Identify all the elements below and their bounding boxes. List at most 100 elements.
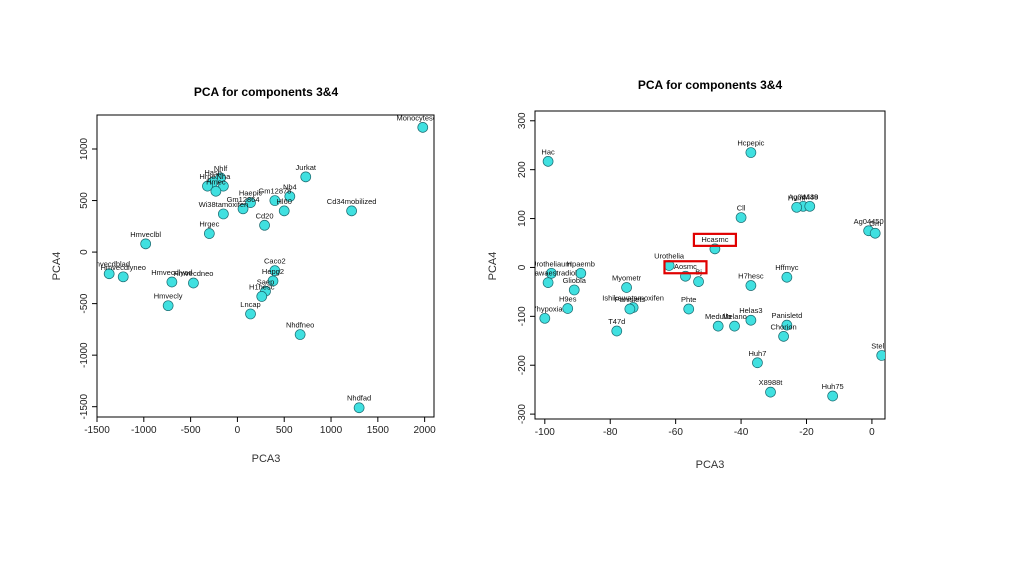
pca-plot-left: PCA for components 3&4 PCA3 PCA4 -1500 -1… — [51, 85, 450, 465]
point-label: Haepic — [239, 189, 263, 198]
data-point — [210, 185, 222, 197]
data-point — [218, 180, 229, 192]
point-label: Panislets — [615, 295, 646, 304]
data-point — [791, 201, 803, 213]
x-tick-label: -80 — [603, 427, 618, 438]
point-label: Hrpe — [199, 172, 215, 181]
point-label: Urothelia — [654, 251, 685, 260]
data-point — [259, 219, 270, 231]
x-axis-label-right: PCA3 — [696, 459, 725, 471]
point-label: Panisletd — [771, 311, 802, 320]
data-point — [542, 156, 554, 167]
point-label: Melano — [722, 312, 747, 321]
data-point — [575, 267, 587, 279]
y-tick-label: -1500 — [79, 393, 90, 419]
x-tick-label: -100 — [535, 427, 555, 438]
data-point — [869, 227, 881, 239]
data-point — [693, 276, 704, 287]
point-label: Hmveclbl — [130, 230, 161, 239]
point-label: Hmec — [206, 177, 226, 186]
x-tick-label: -40 — [734, 427, 749, 438]
data-point — [162, 300, 174, 312]
data-point — [735, 212, 747, 223]
point-label: H9es — [559, 295, 577, 304]
data-point — [346, 205, 357, 217]
data-point — [140, 238, 152, 250]
point-label: Jurkat — [296, 163, 317, 172]
x-tick-label: 500 — [276, 425, 293, 436]
data-point — [245, 197, 256, 208]
data-point — [237, 203, 249, 215]
data-point — [284, 191, 296, 202]
point-label: Saep — [257, 277, 275, 286]
x-tick-label: 1000 — [320, 425, 343, 436]
data-point — [712, 320, 724, 332]
x-tick-label: -60 — [668, 427, 683, 438]
point-label: Gm12878 — [258, 187, 291, 196]
y-tick-label: 0 — [79, 249, 90, 255]
point-label: Ag04449 — [788, 192, 818, 201]
data-point — [745, 147, 757, 158]
y-axis-label-right: PCA4 — [487, 252, 499, 281]
data-point — [765, 386, 776, 398]
y-tick-label: -1000 — [79, 342, 90, 368]
point-label: Stellat — [871, 341, 893, 350]
point-label: Hcasmc — [701, 235, 728, 244]
x-tick-label: 0 — [869, 427, 875, 438]
point-label: H7hypoxia — [527, 304, 563, 313]
point-label: Hasp — [204, 168, 222, 177]
point-label: Cd34mobilized — [327, 197, 377, 206]
point-label: Wi38 — [801, 192, 818, 201]
x-ticks-right: -100 -80 -60 -40 -20 0 — [535, 419, 875, 438]
highlight-box — [663, 260, 708, 275]
data-point — [103, 268, 115, 280]
point-label: Monocytescd14 — [397, 113, 450, 122]
point-label: Hpaemb — [567, 259, 595, 268]
point-label: Cd20 — [256, 211, 274, 220]
data-point — [256, 291, 268, 302]
point-label: X8988t — [759, 378, 784, 387]
x-tick-label: -1000 — [131, 425, 157, 436]
point-label: Hmvecdlyad — [151, 268, 192, 277]
pca-plot-right: PCA for components 3&4 PCA3 PCA4 -100 -80… — [487, 78, 893, 471]
data-point — [166, 276, 178, 288]
y-tick-label: 1000 — [79, 137, 90, 160]
point-label: Nhlf — [214, 164, 228, 173]
point-label: Caco2 — [264, 257, 286, 266]
data-point — [778, 331, 789, 342]
y-ticks-left: -1500 -1000 -500 0 500 1000 — [79, 137, 97, 419]
data-point — [729, 320, 740, 332]
y-tick-label: 300 — [517, 112, 528, 129]
point-label: Ishikawaestradiol — [519, 269, 577, 278]
data-point — [745, 314, 757, 326]
data-point — [611, 325, 623, 337]
y-tick-label: 100 — [517, 210, 528, 227]
point-label: Helas3 — [739, 306, 762, 315]
point-label: Wi38tamoxifen — [199, 200, 249, 209]
point-label: Huh75 — [822, 382, 844, 391]
point-label: Nha — [216, 172, 231, 181]
point-label: Hvmf — [788, 193, 806, 202]
point-label: Hmvecdlyneo — [100, 263, 145, 272]
plot-frame-left — [96, 114, 435, 418]
point-label: Medullo — [705, 312, 731, 321]
x-tick-label: 2000 — [414, 425, 437, 436]
point-label: H7hesc — [738, 272, 764, 281]
point-label: Hrgec — [199, 220, 219, 229]
data-point — [752, 357, 763, 369]
data-point — [269, 195, 281, 206]
x-axis-label-left: PCA3 — [252, 453, 281, 465]
highlight-boxes-right — [663, 232, 738, 275]
point-label: Gm — [869, 219, 881, 228]
point-label: Nb4 — [283, 182, 297, 191]
x-tick-label: -20 — [799, 427, 814, 438]
y-tick-label: -300 — [517, 404, 528, 424]
point-label: Gliobla — [563, 276, 587, 285]
point-label: Myometr — [612, 273, 642, 282]
data-point — [188, 277, 199, 289]
point-label: Urotheliaum — [531, 259, 571, 268]
point-label: Hmvecly — [154, 292, 183, 301]
data-point — [417, 122, 429, 133]
